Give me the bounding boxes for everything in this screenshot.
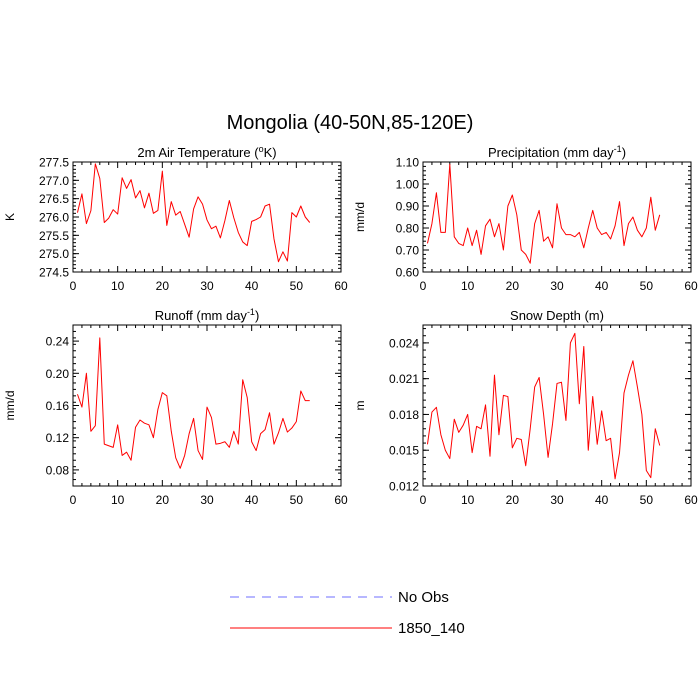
- panel-precipitation: Precipitation (mm day-1) mm/d 0 10 20 30 40 50 6…: [353, 144, 698, 293]
- y-tick-label: 0.90: [396, 200, 420, 214]
- main-title: Mongolia (40-50N,85-120E): [226, 112, 474, 134]
- x-tick-label: 40: [595, 279, 609, 293]
- x-tick-label: 30: [550, 493, 564, 507]
- y-tick-label: 275.0: [39, 247, 69, 261]
- series-line-1850-140: [76, 163, 311, 263]
- y-tick-label: 0.018: [389, 408, 419, 422]
- plot-frame: [422, 161, 692, 273]
- y-tick-label: 0.16: [46, 399, 70, 413]
- y-tick-label: 0.012: [389, 480, 419, 494]
- legend: No Obs 1850_140: [230, 589, 465, 637]
- x-tick-label: 20: [506, 493, 520, 507]
- x-tick-label: 50: [640, 493, 654, 507]
- series-line-1850-140: [426, 332, 661, 480]
- y-tick-label: 276.0: [39, 211, 69, 225]
- x-tick-label: 40: [245, 279, 259, 293]
- x-tick-label: 60: [684, 279, 698, 293]
- y-tick-label: 0.021: [389, 372, 419, 386]
- x-tick-label: 50: [290, 493, 304, 507]
- panel-title: Runoff (mm day-1): [155, 307, 260, 323]
- plot-frame: [72, 324, 342, 487]
- legend-label-no-obs: No Obs: [398, 589, 449, 606]
- panel-title: 2m Air Temperature (oK): [137, 144, 276, 160]
- y-tick-label: 0.60: [396, 266, 420, 280]
- x-tick-label: 60: [334, 279, 348, 293]
- x-tick-label: 0: [70, 279, 77, 293]
- legend-label-1850-140: 1850_140: [398, 620, 465, 637]
- x-tick-label: 40: [245, 493, 259, 507]
- x-tick-label: 30: [200, 279, 214, 293]
- plot-frame: [72, 161, 342, 273]
- panel-air-temperature: 2m Air Temperature (oK) K 0 10 20 30 40 50 60 274…: [3, 144, 348, 293]
- panel-runoff: Runoff (mm day-1) mm/d 0 10 20 30 40 50 60 0.08 0.…: [3, 307, 348, 507]
- y-tick-label: 0.70: [396, 244, 420, 258]
- x-tick-label: 10: [111, 493, 125, 507]
- panel-title: Precipitation (mm day-1): [488, 144, 626, 160]
- y-tick-label: 0.20: [46, 367, 70, 381]
- x-tick-label: 0: [70, 493, 77, 507]
- x-tick-label: 10: [111, 279, 125, 293]
- series-line-1850-140: [426, 163, 661, 264]
- y-tick-label: 0.12: [46, 431, 70, 445]
- x-tick-label: 0: [420, 279, 427, 293]
- y-axis-label: K: [3, 213, 17, 221]
- x-tick-label: 50: [640, 279, 654, 293]
- x-tick-label: 30: [200, 493, 214, 507]
- panel-snow-depth: Snow Depth (m) m 0 10 20 30 40 50 60 0.012 0.015 0.…: [353, 308, 698, 507]
- y-tick-label: 0.24: [46, 335, 70, 349]
- y-tick-label: 274.5: [39, 266, 69, 280]
- x-tick-label: 10: [461, 279, 475, 293]
- y-tick-label: 277.5: [39, 156, 69, 170]
- y-tick-label: 275.5: [39, 229, 69, 243]
- x-tick-label: 20: [156, 279, 170, 293]
- x-tick-label: 60: [684, 493, 698, 507]
- y-tick-label: 277.0: [39, 174, 69, 188]
- x-tick-label: 50: [290, 279, 304, 293]
- y-tick-label: 276.5: [39, 192, 69, 206]
- y-axis-label: mm/d: [353, 202, 367, 232]
- x-tick-label: 0: [420, 493, 427, 507]
- x-tick-label: 30: [550, 279, 564, 293]
- panel-title: Snow Depth (m): [510, 308, 604, 323]
- x-tick-label: 10: [461, 493, 475, 507]
- y-tick-label: 0.08: [46, 463, 70, 477]
- y-axis-label: mm/d: [3, 391, 17, 421]
- y-tick-label: 0.80: [396, 222, 420, 236]
- y-tick-label: 1.00: [396, 178, 420, 192]
- y-tick-label: 0.015: [389, 444, 419, 458]
- series-line-1850-140: [76, 337, 310, 469]
- plot-frame: [422, 324, 692, 487]
- x-tick-label: 40: [595, 493, 609, 507]
- x-tick-label: 20: [156, 493, 170, 507]
- x-tick-label: 60: [334, 493, 348, 507]
- y-tick-label: 1.10: [396, 156, 420, 170]
- x-tick-label: 20: [506, 279, 520, 293]
- y-axis-label: m: [353, 401, 367, 411]
- y-tick-label: 0.024: [389, 336, 419, 350]
